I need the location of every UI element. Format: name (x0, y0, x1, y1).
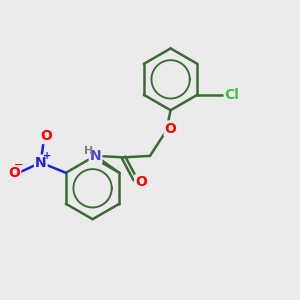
Text: N: N (90, 149, 101, 163)
Text: H: H (84, 146, 94, 156)
Text: −: − (14, 160, 23, 170)
Text: O: O (41, 129, 52, 143)
Text: Cl: Cl (225, 88, 240, 102)
Text: O: O (135, 176, 147, 189)
Text: O: O (8, 166, 20, 180)
Text: O: O (165, 122, 176, 136)
Text: +: + (43, 151, 51, 161)
Text: N: N (35, 155, 46, 170)
